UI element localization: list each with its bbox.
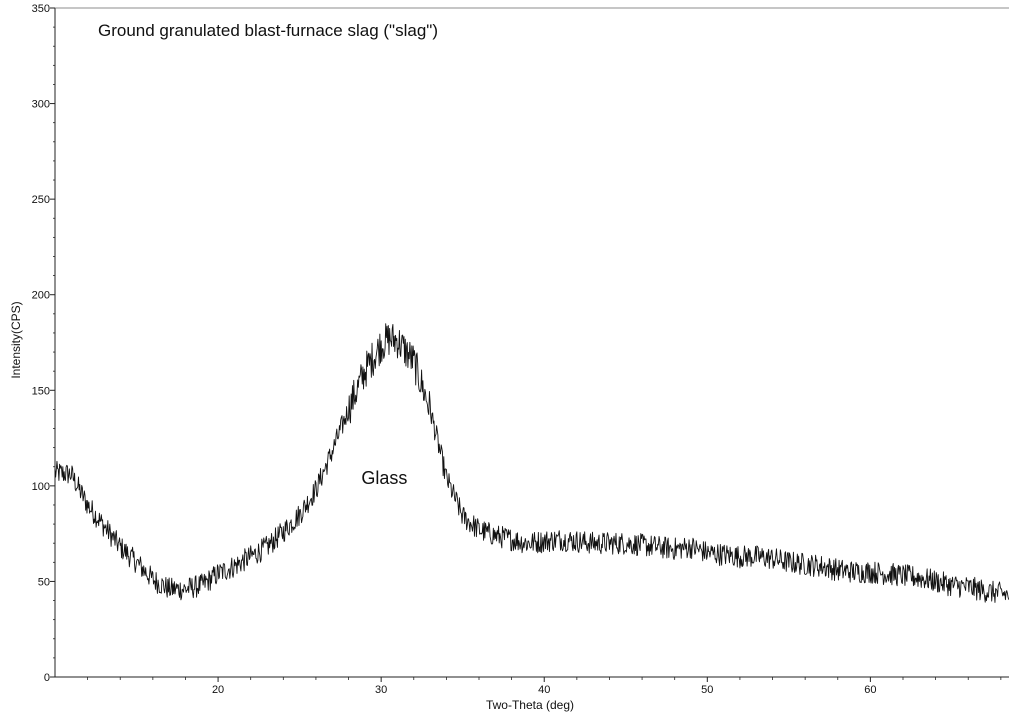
tick-labels: 0 50 100 150 200 250 300 350 20 30 40 50 60: [32, 3, 877, 696]
axes: [54, 7, 1009, 678]
x-tick-label: 30: [375, 684, 387, 696]
y-tick-label: 0: [44, 672, 50, 684]
y-tick-label: 200: [32, 290, 50, 302]
x-axis-title: Two-Theta (deg): [486, 698, 574, 712]
annotation-glass: Glass: [361, 468, 407, 488]
x-tick-label: 50: [701, 684, 713, 696]
plot-area: [55, 8, 1009, 677]
x-tick-label: 60: [864, 684, 876, 696]
tick-marks: [50, 7, 1002, 682]
series-line-intensity: [54, 323, 1010, 603]
y-axis-title: Intensity(CPS): [9, 301, 23, 378]
x-tick-label: 20: [212, 684, 224, 696]
y-tick-label: 50: [38, 576, 50, 588]
y-tick-label: 300: [32, 99, 50, 111]
chart-title: Ground granulated blast-furnace slag ("s…: [98, 21, 438, 40]
y-tick-label: 150: [32, 385, 50, 397]
x-tick-label: 40: [538, 684, 550, 696]
y-tick-label: 350: [32, 3, 50, 15]
y-tick-label: 250: [32, 194, 50, 206]
y-tick-label: 100: [32, 481, 50, 493]
